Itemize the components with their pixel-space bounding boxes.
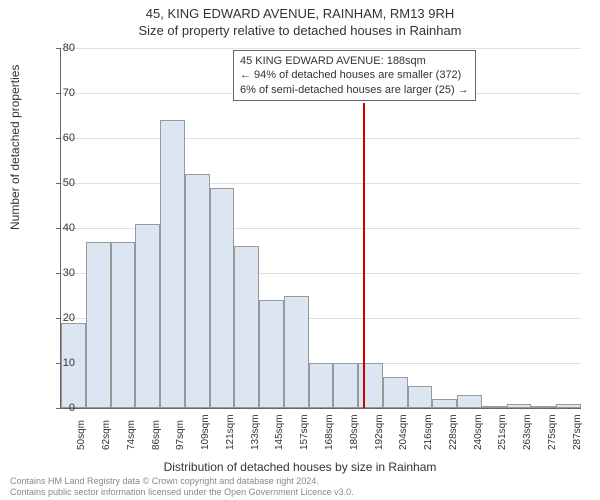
- histogram-bar: [234, 246, 259, 408]
- annotation-line1: 45 KING EDWARD AVENUE: 188sqm: [240, 54, 469, 68]
- grid-line: [61, 138, 581, 139]
- xtick-label: 145sqm: [274, 414, 285, 450]
- histogram-bar: [259, 300, 284, 408]
- histogram-bar: [86, 242, 111, 409]
- histogram-bar: [556, 404, 581, 409]
- histogram-bar: [482, 406, 507, 408]
- histogram-bar: [111, 242, 136, 409]
- histogram-bar: [284, 296, 309, 409]
- xtick-label: 50sqm: [76, 420, 87, 450]
- y-axis-label: Number of detached properties: [8, 65, 22, 230]
- grid-line: [61, 183, 581, 184]
- histogram-bar: [432, 399, 457, 408]
- x-axis-label: Distribution of detached houses by size …: [0, 460, 600, 474]
- xtick-label: 86sqm: [151, 420, 162, 450]
- xtick-label: 168sqm: [324, 414, 335, 450]
- ytick-label: 0: [45, 402, 75, 414]
- property-marker-line: [363, 103, 365, 408]
- ytick-label: 60: [45, 132, 75, 144]
- histogram-bar: [507, 404, 532, 409]
- xtick-label: 133sqm: [250, 414, 261, 450]
- page-title-line2: Size of property relative to detached ho…: [0, 21, 600, 38]
- xtick-label: 240sqm: [473, 414, 484, 450]
- histogram-bar: [531, 406, 556, 408]
- ytick-label: 20: [45, 312, 75, 324]
- xtick-label: 62sqm: [101, 420, 112, 450]
- ytick-label: 30: [45, 267, 75, 279]
- xtick-label: 251sqm: [497, 414, 508, 450]
- xtick-label: 263sqm: [522, 414, 533, 450]
- footer-line2: Contains public sector information licen…: [10, 487, 354, 498]
- ytick-label: 40: [45, 222, 75, 234]
- histogram-bar: [333, 363, 358, 408]
- xtick-label: 109sqm: [200, 414, 211, 450]
- histogram-bar: [408, 386, 433, 409]
- xtick-label: 192sqm: [374, 414, 385, 450]
- ytick-label: 10: [45, 357, 75, 369]
- annotation-box: 45 KING EDWARD AVENUE: 188sqm← 94% of de…: [233, 50, 476, 101]
- xtick-label: 204sqm: [398, 414, 409, 450]
- footer-line1: Contains HM Land Registry data © Crown c…: [10, 476, 354, 487]
- xtick-label: 287sqm: [572, 414, 583, 450]
- xtick-label: 216sqm: [423, 414, 434, 450]
- histogram-bar: [135, 224, 160, 409]
- ytick-label: 80: [45, 42, 75, 54]
- xtick-label: 97sqm: [175, 420, 186, 450]
- histogram-bar: [383, 377, 408, 409]
- histogram-bar: [185, 174, 210, 408]
- page-title-line1: 45, KING EDWARD AVENUE, RAINHAM, RM13 9R…: [0, 0, 600, 21]
- ytick-label: 50: [45, 177, 75, 189]
- histogram-bar: [210, 188, 235, 409]
- xtick-label: 157sqm: [299, 414, 310, 450]
- histogram-bar: [457, 395, 482, 409]
- histogram-bar: [358, 363, 383, 408]
- xtick-label: 74sqm: [126, 420, 137, 450]
- ytick-label: 70: [45, 87, 75, 99]
- xtick-label: 275sqm: [547, 414, 558, 450]
- histogram-chart: 45 KING EDWARD AVENUE: 188sqm← 94% of de…: [60, 48, 581, 409]
- histogram-bar: [309, 363, 334, 408]
- footer-attribution: Contains HM Land Registry data © Crown c…: [10, 476, 354, 498]
- xtick-label: 180sqm: [349, 414, 360, 450]
- xtick-label: 228sqm: [448, 414, 459, 450]
- grid-line: [61, 48, 581, 49]
- annotation-line3: 6% of semi-detached houses are larger (2…: [240, 83, 469, 97]
- annotation-line2: ← 94% of detached houses are smaller (37…: [240, 68, 469, 82]
- histogram-bar: [160, 120, 185, 408]
- xtick-label: 121sqm: [225, 414, 236, 450]
